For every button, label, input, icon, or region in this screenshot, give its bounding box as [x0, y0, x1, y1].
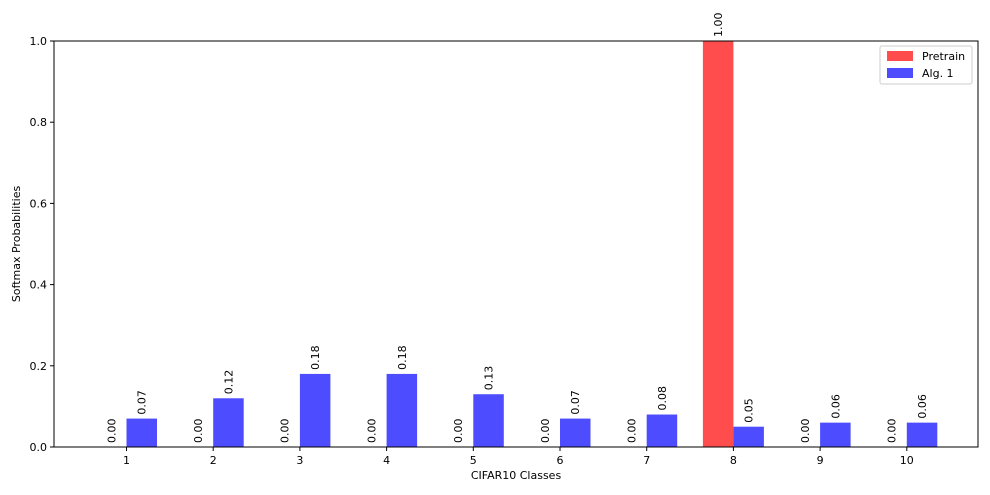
bar-label-alg-1-5: 0.13 — [483, 366, 496, 391]
x-tick-label: 3 — [296, 454, 303, 467]
y-tick-label: 0.0 — [30, 441, 48, 454]
y-tick-label: 0.8 — [30, 116, 48, 129]
bar-alg-1-5 — [473, 394, 504, 447]
x-tick-label: 2 — [210, 454, 217, 467]
x-tick-label: 6 — [557, 454, 564, 467]
x-tick-label: 10 — [900, 454, 914, 467]
bar-alg-1-8 — [733, 426, 764, 447]
bar-pretrain-8 — [702, 41, 734, 447]
bar-label-pretrain-10: 0.00 — [886, 419, 899, 444]
bar-label-pretrain-9: 0.00 — [799, 419, 812, 444]
bar-label-alg-1-6: 0.07 — [569, 390, 582, 415]
plot-frame — [53, 40, 979, 448]
bar-label-alg-1-4: 0.18 — [396, 345, 409, 370]
bar-alg-1-10 — [906, 422, 938, 447]
bar-label-pretrain-2: 0.00 — [192, 419, 205, 444]
x-tick-label: 5 — [470, 454, 477, 467]
x-axis-label: CIFAR10 Classes — [471, 469, 562, 482]
bar-label-pretrain-6: 0.00 — [539, 419, 552, 444]
legend-label-alg1: Alg. 1 — [922, 67, 954, 80]
bar-label-alg-1-8: 0.05 — [743, 398, 756, 423]
bar-label-pretrain-7: 0.00 — [625, 419, 638, 444]
bar-label-pretrain-5: 0.00 — [452, 419, 465, 444]
bar-alg-1-3 — [299, 373, 331, 447]
bar-alg-1-4 — [386, 373, 418, 447]
bar-alg-1-7 — [646, 414, 678, 447]
bar-alg-1-6 — [560, 418, 591, 447]
y-axis: 0.0 0.2 0.4 0.6 0.8 1.0 — [30, 35, 54, 454]
x-tick-label: 4 — [383, 454, 390, 467]
x-tick-label: 9 — [817, 454, 824, 467]
bar-label-pretrain-4: 0.00 — [365, 419, 378, 444]
y-tick-label: 0.2 — [30, 360, 48, 373]
bar-label-alg-1-3: 0.18 — [309, 345, 322, 370]
x-tick-label: 8 — [730, 454, 737, 467]
bar-label-alg-1-10: 0.06 — [916, 394, 929, 419]
x-tick-label: 1 — [123, 454, 130, 467]
legend-swatch-alg1 — [887, 68, 913, 78]
bar-alg-1-2 — [213, 398, 244, 447]
legend-swatch-pretrain — [887, 51, 913, 61]
y-tick-label: 1.0 — [30, 35, 48, 48]
y-axis-label: Softmax Probabilities — [10, 186, 23, 303]
bar-alg-1-9 — [820, 422, 851, 447]
bar-label-alg-1-9: 0.06 — [829, 394, 842, 419]
bars-layer — [126, 41, 938, 447]
bar-label-pretrain-8: 1.00 — [712, 13, 725, 38]
bar-label-pretrain-3: 0.00 — [279, 419, 292, 444]
y-tick-label: 0.6 — [30, 197, 48, 210]
y-tick-label: 0.4 — [30, 279, 48, 292]
legend-label-pretrain: Pretrain — [922, 50, 965, 63]
bar-label-pretrain-1: 0.00 — [105, 419, 118, 444]
bar-labels-layer: 0.00 0.00 0.00 0.00 0.00 0.00 0.00 1.00 0.00 0.00… — [105, 13, 929, 444]
x-axis: 1 2 3 4 5 6 7 8 9 10 — [123, 447, 914, 467]
legend: Pretrain Alg. 1 — [879, 45, 973, 85]
bar-alg-1-1 — [126, 418, 157, 447]
bar-label-alg-1-2: 0.12 — [222, 370, 235, 395]
x-tick-label: 7 — [643, 454, 650, 467]
bar-label-alg-1-7: 0.08 — [656, 386, 669, 411]
bar-label-alg-1-1: 0.07 — [136, 390, 149, 415]
